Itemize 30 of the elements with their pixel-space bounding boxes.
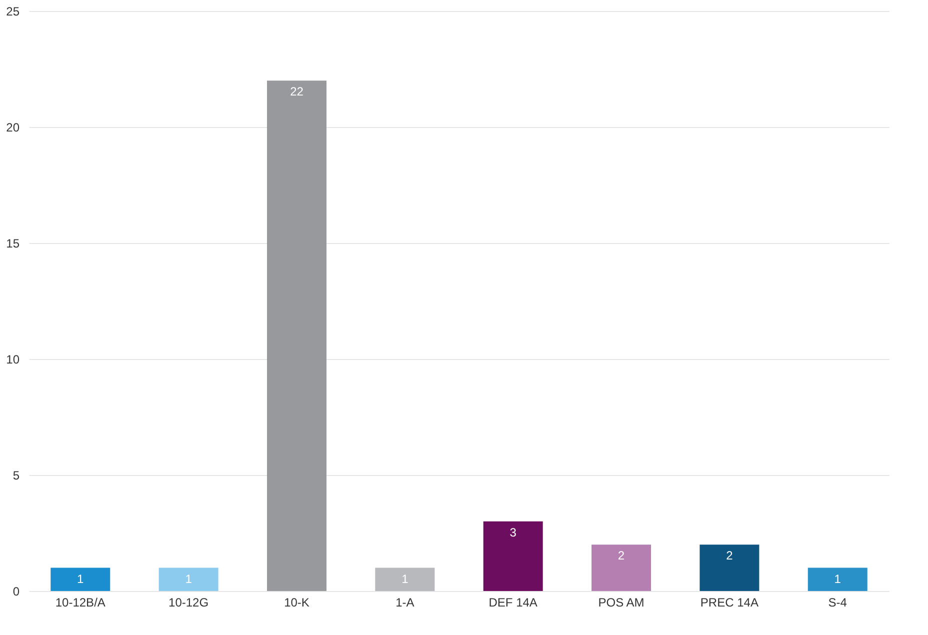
bar <box>808 568 868 591</box>
bar <box>50 568 110 591</box>
x-tick-label: S-4 <box>828 596 848 610</box>
bar <box>158 568 218 591</box>
data-label: 1 <box>834 572 842 586</box>
y-tick-label: 15 <box>6 236 20 250</box>
x-tick-label: DEF 14A <box>488 596 538 610</box>
x-tick-label: 10-12G <box>168 596 209 610</box>
y-tick-label: 10 <box>6 352 20 366</box>
bar <box>266 80 326 591</box>
y-tick-label: 0 <box>12 584 20 598</box>
x-tick-label: 10-12B/A <box>55 596 106 610</box>
data-label: 1 <box>402 572 409 586</box>
y-tick-label: 25 <box>6 4 20 18</box>
x-tick-label: PREC 14A <box>700 596 758 610</box>
x-tick-label: 1-A <box>396 596 414 610</box>
bar <box>700 544 760 591</box>
x-tick-label: POS AM <box>598 596 644 610</box>
bar <box>592 544 652 591</box>
data-label: 2 <box>618 548 625 563</box>
y-tick-label: 5 <box>12 468 20 482</box>
bar <box>483 521 543 591</box>
bar <box>375 568 435 591</box>
data-label: 1 <box>77 572 84 586</box>
data-label: 22 <box>290 84 304 99</box>
data-label: 3 <box>510 525 517 540</box>
data-label: 1 <box>185 572 192 586</box>
y-tick-label: 20 <box>6 120 20 134</box>
x-tick-label: 10-K <box>284 596 310 610</box>
data-label: 2 <box>726 548 734 563</box>
